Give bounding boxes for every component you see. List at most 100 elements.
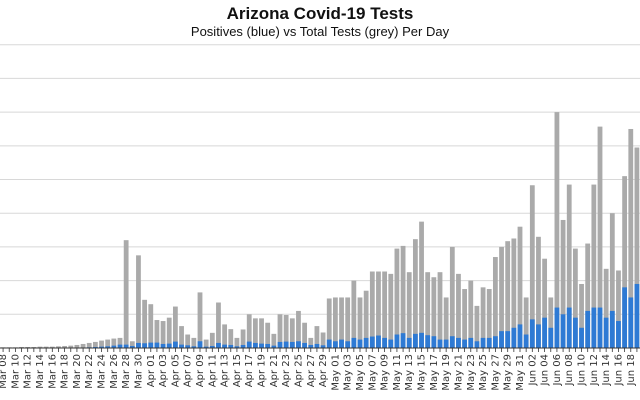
positives-bar: [437, 339, 443, 348]
total-tests-bar: [431, 277, 437, 348]
positives-bar: [283, 341, 289, 348]
positives-bar: [166, 343, 172, 348]
total-tests-bar: [486, 289, 492, 348]
x-tick-label: Apr 29: [318, 354, 329, 387]
total-tests-bar: [339, 297, 344, 348]
positives-bar: [591, 307, 597, 348]
positives-bar: [456, 337, 461, 348]
positives-bar: [339, 339, 344, 348]
positives-bar: [148, 342, 154, 348]
total-tests-bar: [351, 280, 357, 348]
total-tests-bar: [511, 238, 517, 348]
x-tick-label: Apr 07: [183, 354, 194, 387]
total-tests-bar: [283, 314, 289, 348]
total-tests-bar: [542, 258, 548, 348]
positives-bar: [376, 335, 381, 348]
total-tests-bar: [357, 297, 363, 348]
x-tick-label: Mar 12: [23, 354, 34, 389]
chart-subtitle: Positives (blue) vs Total Tests (grey) P…: [190, 24, 450, 39]
total-tests-bar: [566, 184, 572, 348]
x-tick-label: Apr 23: [281, 354, 292, 387]
positives-bar: [332, 341, 338, 348]
total-tests-bar: [25, 346, 31, 348]
total-tests-bar: [603, 268, 609, 348]
x-tick-label: Mar 08: [0, 354, 9, 389]
total-tests-bar: [597, 126, 603, 349]
x-tick-label: May 27: [490, 354, 501, 391]
total-tests-bar: [517, 226, 523, 348]
total-tests-bar: [326, 298, 332, 348]
x-tick-label: Apr 11: [207, 354, 218, 387]
total-tests-bar: [609, 213, 615, 348]
x-tick-label: May 23: [466, 354, 477, 391]
positives-bar: [382, 337, 388, 348]
positives-bar: [357, 339, 363, 348]
total-tests-bar: [246, 314, 252, 348]
x-tick-label: May 29: [503, 354, 514, 391]
total-tests-bar: [363, 290, 369, 348]
total-tests-bar: [136, 255, 141, 348]
total-tests-bar: [19, 346, 24, 348]
positives-bar: [603, 317, 609, 348]
positives-bar: [185, 345, 191, 348]
total-tests-bar: [400, 245, 406, 348]
total-tests-bar: [628, 128, 634, 348]
x-tick-label: Mar 18: [60, 354, 71, 389]
positives-bar: [616, 321, 621, 348]
positives-bar: [449, 336, 455, 348]
x-tick-label: May 01: [330, 354, 341, 391]
total-tests-bar: [437, 272, 443, 348]
positives-bar: [252, 342, 258, 348]
total-tests-bar: [216, 302, 221, 348]
total-tests-bar: [412, 239, 418, 348]
positives-bar: [222, 344, 228, 348]
total-tests-bar: [296, 310, 301, 348]
chart-title: Arizona Covid-19 Tests: [226, 4, 414, 23]
positives-bar: [579, 327, 584, 348]
positives-bar: [505, 331, 511, 348]
positives-bar: [431, 336, 437, 348]
positives-bar: [302, 342, 308, 348]
positives-bar: [351, 337, 357, 348]
positives-bar: [560, 314, 566, 348]
total-tests-bar: [480, 287, 486, 348]
positives-bar: [345, 341, 351, 348]
total-tests-bar: [554, 112, 560, 348]
x-tick-label: May 31: [515, 354, 526, 391]
total-tests-bar: [148, 304, 154, 348]
positives-bar: [320, 345, 326, 348]
x-tick-label: May 17: [429, 354, 440, 391]
total-tests-bar: [179, 326, 184, 348]
positives-bar: [394, 334, 400, 348]
positives-bar: [548, 327, 554, 348]
total-tests-bar: [252, 318, 258, 348]
total-tests-bar: [62, 345, 68, 348]
x-tick-label: Jun 18: [626, 354, 637, 387]
x-tick-label: Apr 21: [269, 354, 280, 387]
total-tests-bar: [585, 243, 591, 348]
total-tests-bar: [129, 341, 135, 348]
total-tests-bar: [234, 337, 240, 348]
total-tests-bar: [456, 273, 461, 348]
positives-bar: [289, 341, 295, 348]
total-tests-bar: [529, 185, 535, 348]
x-tick-label: Mar 20: [72, 354, 83, 389]
positives-bar: [609, 310, 615, 348]
total-tests-bar: [277, 314, 283, 348]
total-tests-bar: [80, 343, 86, 348]
positives-bar: [92, 346, 98, 348]
total-tests-bar: [332, 297, 338, 348]
total-tests-bar: [572, 248, 578, 348]
x-tick-label: Apr 05: [170, 354, 181, 387]
total-tests-bar: [499, 246, 504, 348]
positives-bar: [480, 337, 486, 348]
positives-bar: [246, 341, 252, 348]
total-tests-bar: [86, 342, 92, 348]
positives-bar: [277, 341, 283, 348]
total-tests-bar: [622, 176, 628, 348]
total-tests-bar: [117, 337, 123, 348]
positives-bar: [388, 339, 394, 348]
x-tick-label: Jun 14: [601, 354, 612, 387]
total-tests-bar: [142, 299, 148, 348]
positives-bar: [129, 345, 135, 348]
